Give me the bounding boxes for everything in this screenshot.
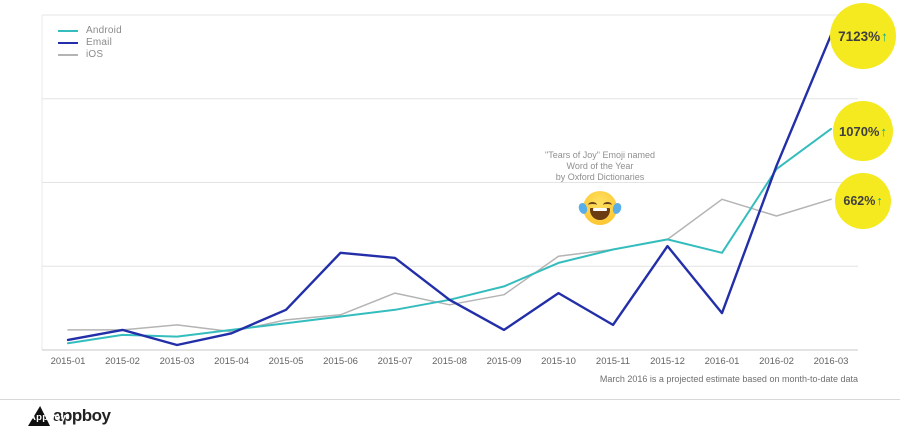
- growth-badge-android: 1070% ↑: [833, 101, 893, 161]
- legend-item-ios: iOS: [58, 49, 122, 60]
- x-tick-label: 2015-04: [214, 356, 249, 367]
- growth-badge-ios: 662% ↑: [835, 173, 891, 229]
- x-tick-label: 2015-11: [596, 356, 630, 367]
- android-series-swatch: [58, 29, 78, 32]
- badge-value: 662%: [843, 194, 876, 208]
- appboy-logo: appboy Appboy: [28, 405, 900, 427]
- x-tick-label: 2015-02: [105, 356, 140, 367]
- tears-of-joy-emoji-icon: [577, 191, 623, 225]
- x-tick-label: 2015-01: [51, 356, 86, 367]
- emoji-mouth-icon: [590, 208, 610, 220]
- x-tick-label: 2016-03: [814, 356, 849, 367]
- x-tick-label: 2015-12: [650, 356, 685, 367]
- legend-item-email: Email: [58, 37, 122, 48]
- growth-badge-email: 7123% ↑: [830, 3, 896, 69]
- series-line-android: [67, 127, 832, 345]
- up-arrow-icon: ↑: [881, 28, 888, 44]
- x-tick-label: 2015-07: [378, 356, 413, 367]
- emoji-eye-icon: [603, 202, 612, 208]
- x-tick-label: 2016-01: [705, 356, 740, 367]
- appboy-wordmark: appboy: [53, 406, 111, 425]
- x-tick-label: 2015-06: [323, 356, 358, 367]
- legend-label: iOS: [86, 49, 104, 60]
- legend-label: Email: [86, 37, 113, 48]
- emoji-eye-icon: [588, 202, 597, 208]
- x-tick-label: 2015-09: [487, 356, 522, 367]
- annotation-line: by Oxford Dictionaries: [555, 172, 645, 182]
- x-tick-label: 2016-02: [759, 356, 794, 367]
- appboy-brand-label: Appboy: [29, 412, 67, 423]
- annotation-line: "Tears of Joy" Emoji named: [545, 150, 655, 160]
- badge-value: 1070%: [839, 123, 880, 139]
- up-arrow-icon: ↑: [880, 123, 887, 139]
- line-chart: 2015-01 2015-02 2015-03 2015-04 2015-05 2015-…: [41, 14, 858, 367]
- word-of-the-year-annotation: "Tears of Joy" Emoji named Word of the Y…: [500, 150, 700, 225]
- x-tick-label: 2015-10: [541, 356, 576, 367]
- email-series-swatch: [58, 41, 78, 44]
- x-tick-label: 2015-05: [269, 356, 304, 367]
- annotation-line: Word of the Year: [566, 161, 634, 171]
- series-line-email: [66, 33, 833, 347]
- legend-item-android: Android: [58, 25, 122, 36]
- footer-bar: appboy Appboy: [0, 399, 900, 432]
- chart-legend: Android Email iOS: [58, 25, 122, 61]
- emoji-tear-icon: [611, 202, 623, 215]
- x-tick-label: 2015-03: [160, 356, 195, 367]
- up-arrow-icon: ↑: [876, 194, 883, 208]
- legend-label: Android: [86, 25, 122, 36]
- badge-value: 7123%: [838, 28, 881, 44]
- ios-series-swatch: [58, 53, 78, 56]
- series-line-ios: [67, 198, 832, 333]
- projection-footnote: March 2016 is a projected estimate based…: [599, 374, 858, 384]
- emoji-tear-icon: [577, 202, 589, 215]
- x-tick-label: 2015-08: [432, 356, 467, 367]
